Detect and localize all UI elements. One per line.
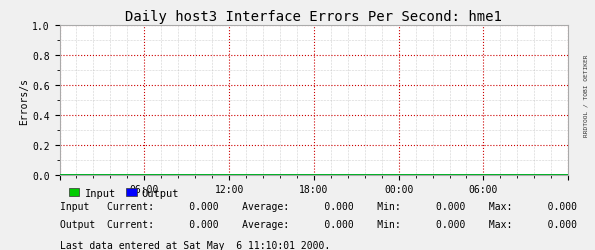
Y-axis label: Errors/s: Errors/s [20,77,29,124]
Text: Last data entered at Sat May  6 11:10:01 2000.: Last data entered at Sat May 6 11:10:01 … [60,240,330,250]
Text: Input   Current:      0.000    Average:      0.000    Min:      0.000    Max:   : Input Current: 0.000 Average: 0.000 Min:… [60,201,577,211]
Text: RRDTOOL / TOBI OETIKER: RRDTOOL / TOBI OETIKER [584,54,588,136]
Text: Output  Current:      0.000    Average:      0.000    Min:      0.000    Max:   : Output Current: 0.000 Average: 0.000 Min… [60,219,577,229]
Title: Daily host3 Interface Errors Per Second: hme1: Daily host3 Interface Errors Per Second:… [126,10,502,24]
Legend: Input, Output: Input, Output [65,184,183,202]
